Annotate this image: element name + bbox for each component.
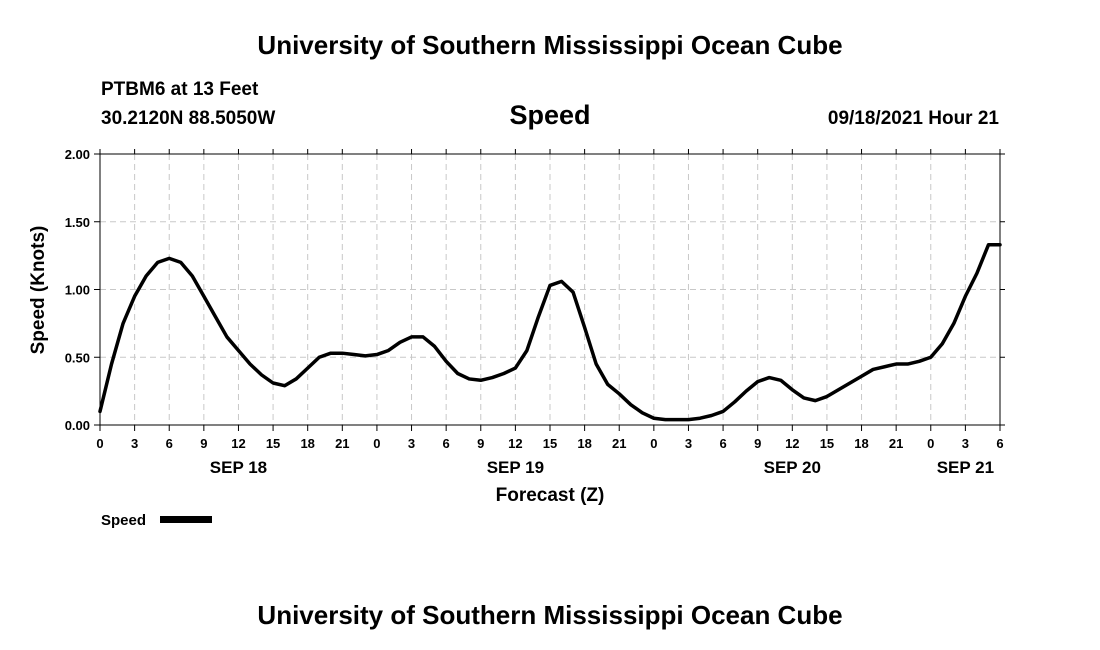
top-title: University of Southern Mississippi Ocean…	[257, 30, 842, 60]
x-tick-label: 21	[612, 436, 626, 451]
coordinates-label: 30.2120N 88.5050W	[101, 108, 275, 129]
y-tick-label: 1.50	[65, 215, 90, 230]
x-tick-label: 3	[131, 436, 138, 451]
series-line-speed	[98, 243, 1002, 422]
date-label: SEP 21	[937, 458, 994, 477]
x-tick-label: 6	[166, 436, 173, 451]
x-tick-label: 6	[443, 436, 450, 451]
x-tick-label: 15	[543, 436, 557, 451]
x-tick-label: 3	[685, 436, 692, 451]
date-label: SEP 19	[487, 458, 544, 477]
series-layer	[98, 243, 1002, 422]
x-tick-label: 12	[785, 436, 799, 451]
x-tick-label: 12	[508, 436, 522, 451]
y-tick-label: 0.00	[65, 418, 90, 433]
x-tick-label: 21	[335, 436, 349, 451]
x-tick-label: 0	[927, 436, 934, 451]
x-tick-label: 0	[650, 436, 657, 451]
y-tick-label: 2.00	[65, 147, 90, 162]
x-tick-label: 3	[962, 436, 969, 451]
axis-ticks: 0 3 6 9 12 15 18 21 0 3 6 9 12 15 18 21 0 3 6 9 12 15 18 21 0 3 6 0…	[65, 147, 1005, 477]
x-tick-label: 18	[854, 436, 868, 451]
date-label: SEP 20	[764, 458, 821, 477]
x-tick-label: 18	[300, 436, 314, 451]
legend-swatch	[160, 516, 212, 523]
x-tick-label: 9	[754, 436, 761, 451]
station-label: PTBM6 at 13 Feet	[101, 79, 259, 100]
x-tick-label: 18	[577, 436, 591, 451]
x-tick-label: 21	[889, 436, 903, 451]
x-tick-label: 6	[996, 436, 1003, 451]
x-axis-label: Forecast (Z)	[496, 485, 605, 506]
y-tick-label: 0.50	[65, 350, 90, 365]
x-tick-label: 3	[408, 436, 415, 451]
y-axis-label: Speed (Knots)	[28, 226, 49, 355]
x-tick-label: 9	[477, 436, 484, 451]
x-tick-label: 15	[266, 436, 280, 451]
x-tick-label: 12	[231, 436, 245, 451]
x-tick-label: 6	[719, 436, 726, 451]
y-tick-label: 1.00	[65, 283, 90, 298]
legend-label: Speed	[101, 512, 146, 529]
x-tick-label: 9	[200, 436, 207, 451]
date-label: SEP 18	[210, 458, 267, 477]
chart-title: Speed	[509, 100, 590, 130]
x-tick-label: 0	[373, 436, 380, 451]
timestamp-label: 09/18/2021 Hour 21	[828, 108, 1000, 129]
x-tick-label: 15	[820, 436, 834, 451]
x-tick-label: 0	[96, 436, 103, 451]
bottom-title: University of Southern Mississippi Ocean…	[257, 600, 842, 630]
